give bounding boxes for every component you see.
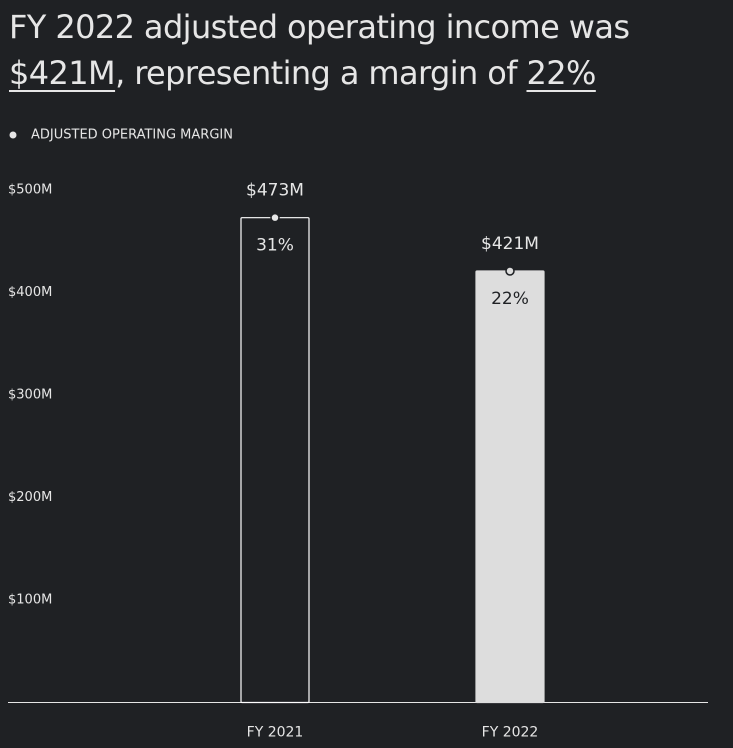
y-tick-label: $300M	[8, 388, 52, 403]
chart-title: FY 2022 adjusted operating income was $4…	[9, 4, 729, 96]
title-part: $421M	[9, 54, 116, 92]
y-tick-label: $100M	[8, 593, 52, 608]
legend-label: ADJUSTED OPERATING MARGIN	[31, 128, 233, 143]
title-part: , representing a margin of	[115, 54, 527, 92]
margin-label: 22%	[491, 289, 529, 309]
y-tick-label: $200M	[8, 490, 52, 505]
value-label: $473M	[246, 181, 304, 201]
x-tick-label: FY 2021	[247, 725, 304, 741]
margin-label: 31%	[256, 236, 294, 256]
y-tick-label: $500M	[8, 183, 52, 198]
margin-marker	[270, 212, 280, 223]
title-part: 22%	[526, 54, 596, 92]
y-tick-label: $400M	[8, 285, 52, 300]
legend-marker	[9, 131, 17, 139]
x-tick-label: FY 2022	[482, 725, 539, 741]
value-label: $421M	[481, 234, 539, 254]
bar	[475, 270, 545, 704]
bar	[240, 217, 310, 704]
margin-marker	[505, 266, 515, 276]
title-part: FY 2022 adjusted operating income was	[9, 8, 630, 46]
